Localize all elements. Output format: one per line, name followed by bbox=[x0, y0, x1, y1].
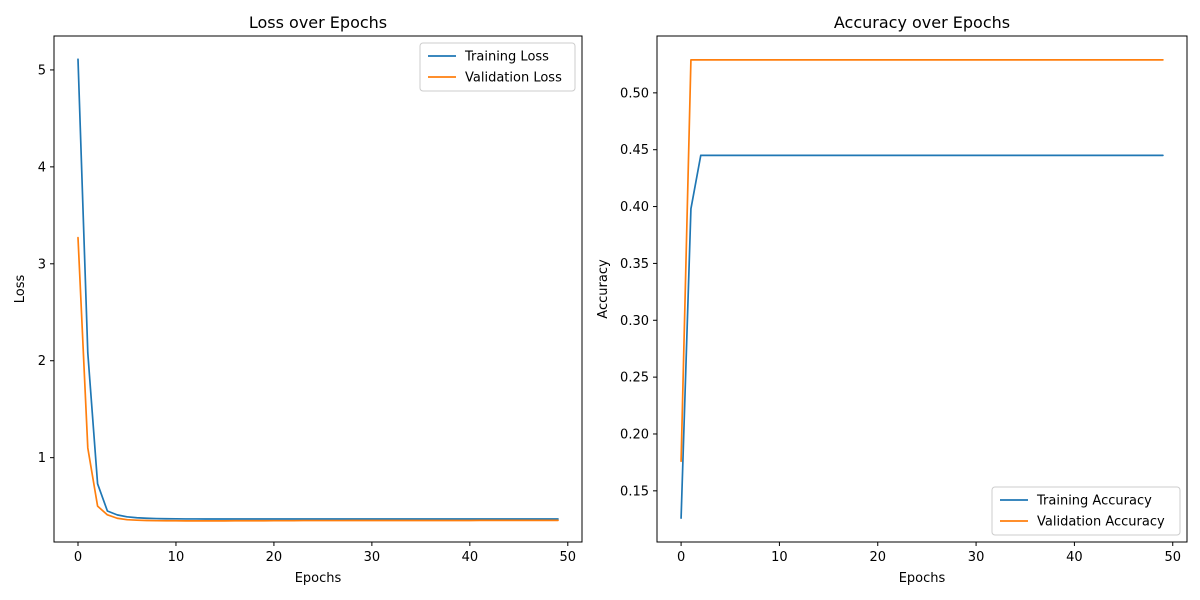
accuracy-plot-frame bbox=[656, 35, 1188, 543]
accuracy-legend-label-validation: Validation Accuracy bbox=[1037, 515, 1165, 530]
accuracy-y-axis-label: Accuracy bbox=[596, 259, 611, 319]
accuracy-x-axis-label: Epochs bbox=[899, 571, 946, 586]
loss-legend-label-validation: Validation Loss bbox=[465, 71, 562, 86]
accuracy-y-tick-label: 0.30 bbox=[620, 314, 649, 329]
accuracy-x-tick-label: 10 bbox=[771, 550, 788, 565]
loss-x-tick-label: 50 bbox=[560, 550, 577, 565]
loss-plot-frame bbox=[53, 35, 583, 543]
loss-series-training-line bbox=[77, 58, 559, 520]
loss-x-tick-label: 40 bbox=[462, 550, 479, 565]
loss-y-tick-label: 5 bbox=[38, 63, 46, 78]
loss-x-tick-label: 10 bbox=[168, 550, 185, 565]
loss-y-tick-label: 1 bbox=[38, 451, 46, 466]
accuracy-x-tick-label: 0 bbox=[677, 550, 685, 565]
loss-y-tick-label: 3 bbox=[38, 257, 46, 272]
accuracy-y-tick-label: 0.25 bbox=[620, 371, 649, 386]
loss-y-tick-label: 2 bbox=[38, 354, 46, 369]
accuracy-chart: 0 10 20 30 40 50 0.15 0.20 0.25 0.30 0.35 0.40 0.45 0… bbox=[596, 13, 1188, 586]
accuracy-y-tick-label: 0.20 bbox=[620, 427, 649, 442]
loss-x-tick-label: 0 bbox=[74, 550, 82, 565]
loss-chart-title: Loss over Epochs bbox=[249, 13, 387, 32]
loss-legend-box bbox=[419, 42, 576, 92]
loss-x-tick-label: 30 bbox=[364, 550, 381, 565]
accuracy-legend-label-training: Training Accuracy bbox=[1036, 494, 1152, 509]
loss-legend-label-training: Training Loss bbox=[464, 50, 549, 65]
loss-x-tick-label: 20 bbox=[266, 550, 283, 565]
accuracy-legend: Training Accuracy Validation Accuracy bbox=[991, 486, 1181, 536]
accuracy-y-tick-label: 0.45 bbox=[620, 143, 649, 158]
loss-series-validation-line bbox=[77, 236, 559, 522]
accuracy-chart-title: Accuracy over Epochs bbox=[834, 13, 1010, 32]
accuracy-y-tick-label: 0.40 bbox=[620, 200, 649, 215]
accuracy-y-tick-label: 0.15 bbox=[620, 484, 649, 499]
loss-x-axis-label: Epochs bbox=[295, 571, 342, 586]
loss-y-tick-label: 4 bbox=[38, 160, 46, 175]
accuracy-x-tick-label: 20 bbox=[869, 550, 886, 565]
accuracy-y-tick-label: 0.35 bbox=[620, 257, 649, 272]
accuracy-x-tick-label: 30 bbox=[968, 550, 985, 565]
accuracy-legend-box bbox=[991, 486, 1181, 536]
accuracy-y-tick-label: 0.50 bbox=[620, 86, 649, 101]
accuracy-x-tick-label: 40 bbox=[1066, 550, 1083, 565]
accuracy-x-tick-label: 50 bbox=[1164, 550, 1181, 565]
loss-legend: Training Loss Validation Loss bbox=[419, 42, 576, 92]
loss-y-axis-label: Loss bbox=[13, 275, 28, 304]
accuracy-series-validation-line bbox=[680, 59, 1164, 463]
accuracy-series-training-line bbox=[680, 154, 1164, 519]
loss-chart: 0 10 20 30 40 50 1 2 3 4 5 Loss over Epochs Epochs Lo… bbox=[13, 13, 583, 586]
